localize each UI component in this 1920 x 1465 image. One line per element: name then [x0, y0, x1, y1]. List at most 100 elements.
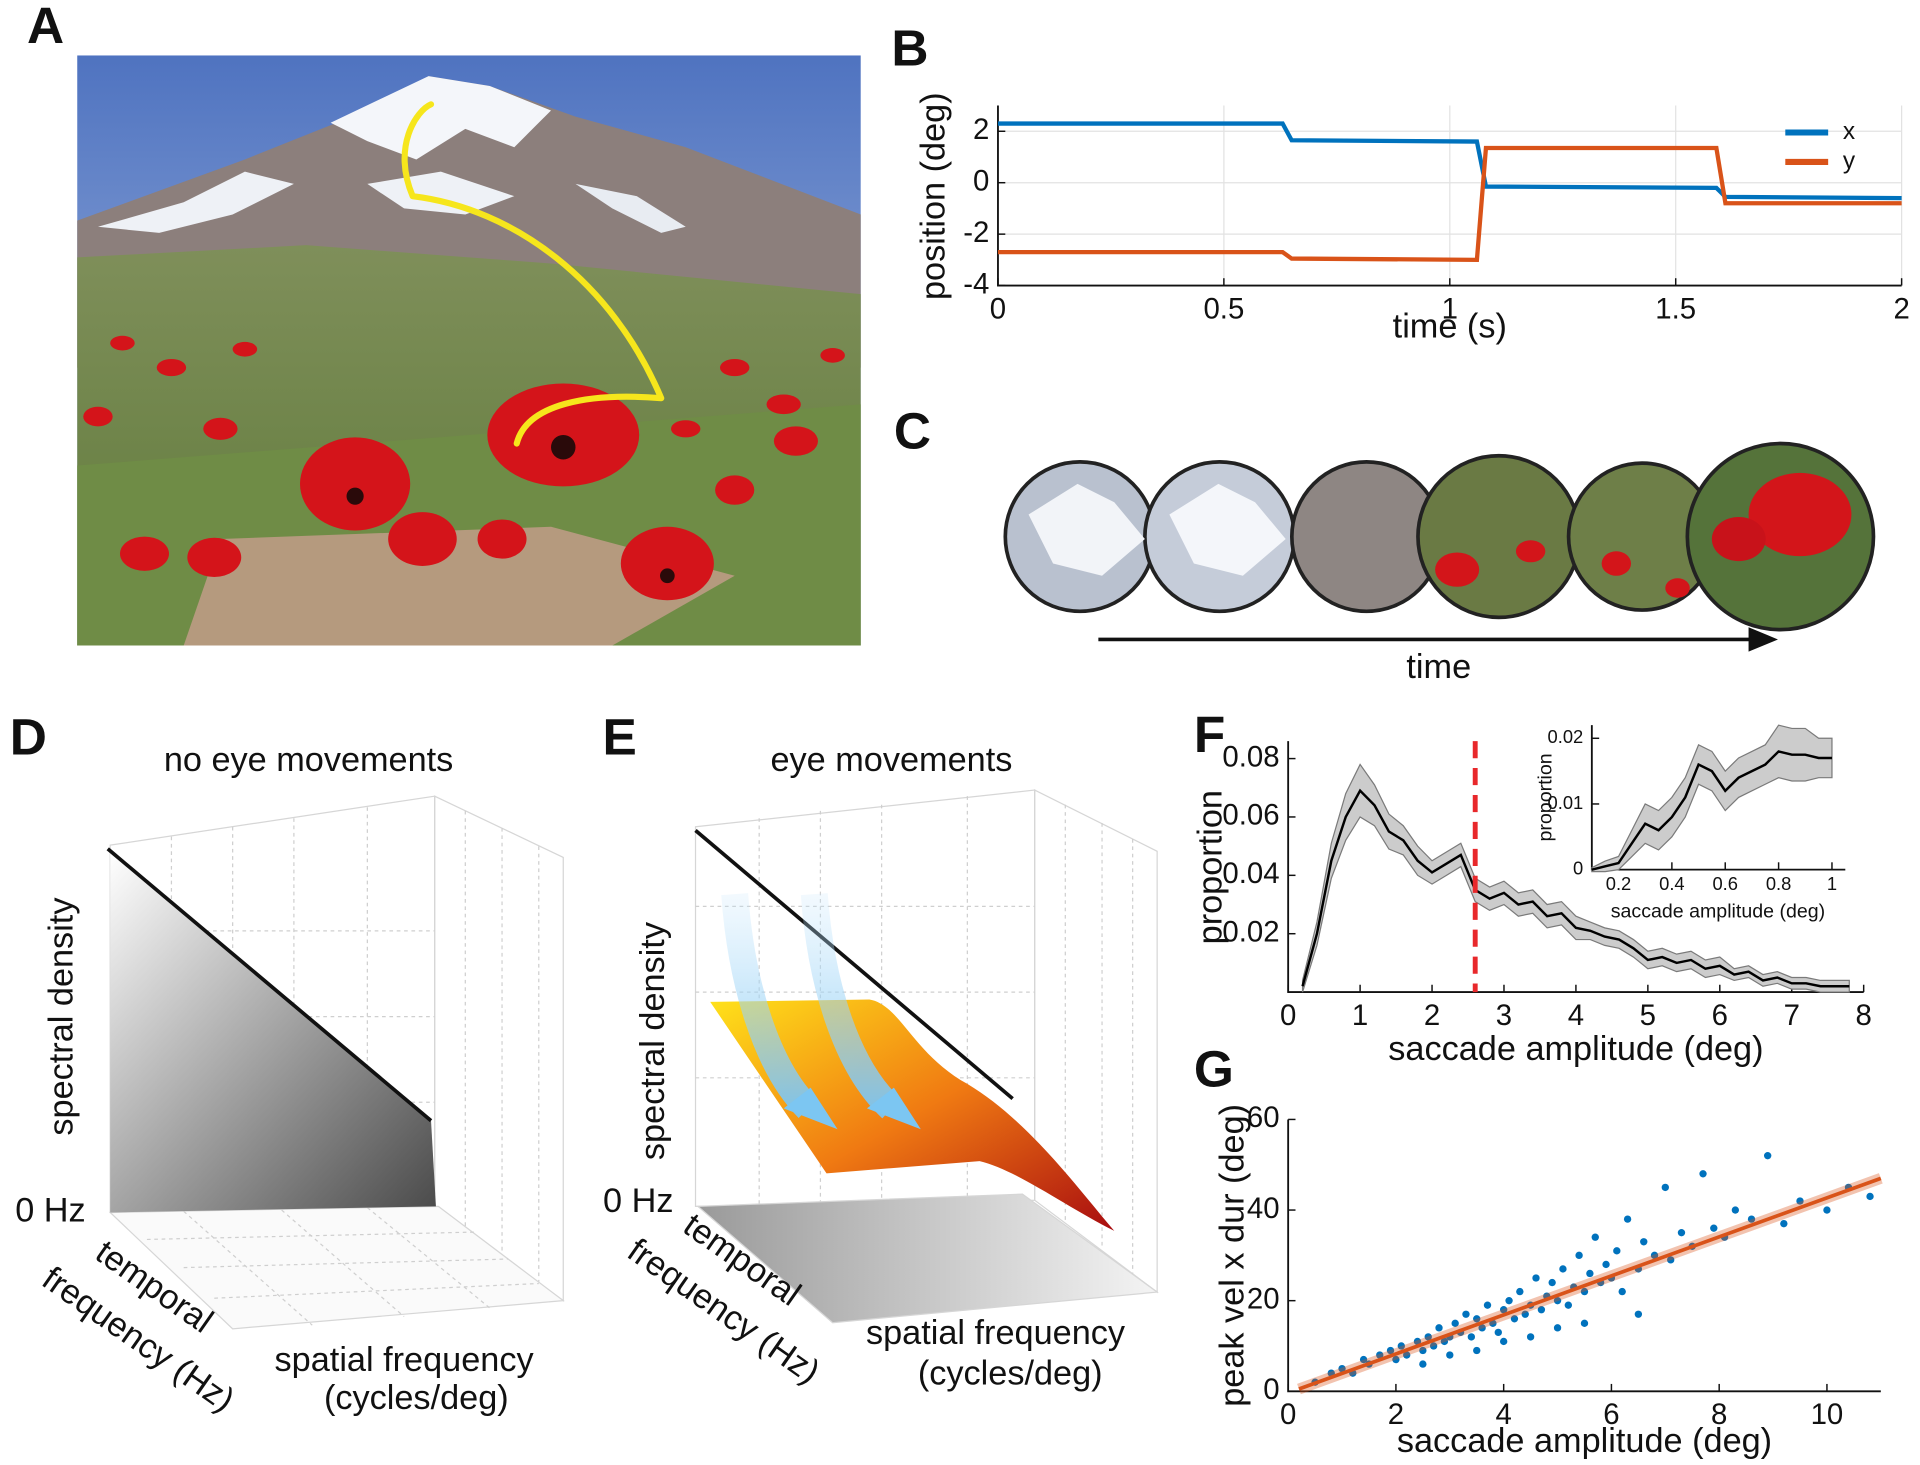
y-axis-label: proportion [1191, 790, 1229, 944]
panel-labels: A B C D E F G [10, 0, 1234, 1097]
z-label: spectral density [634, 921, 672, 1160]
point [1602, 1260, 1610, 1269]
point [1780, 1219, 1788, 1228]
point [1580, 1287, 1589, 1296]
point [1613, 1247, 1621, 1255]
y-tick-label: -4 [963, 267, 989, 300]
y-tick-label: 0.02 [1548, 726, 1584, 747]
point [1397, 1342, 1405, 1350]
point [1764, 1152, 1772, 1160]
point [1677, 1229, 1686, 1237]
point [1623, 1215, 1632, 1223]
time-label: time [1406, 648, 1471, 686]
y-tick-label: 40 [1247, 1192, 1280, 1225]
panel-label: F [1194, 705, 1225, 763]
y-tick-label: 0.01 [1548, 792, 1584, 813]
y-axis-label: proportion [1535, 753, 1557, 841]
point [1537, 1306, 1546, 1314]
point [1376, 1351, 1384, 1359]
x-axis-label: saccade amplitude (deg) [1611, 901, 1825, 923]
time-arrow [1098, 627, 1778, 652]
panel-label: C [894, 402, 931, 460]
origin-label: 0 Hz [603, 1182, 673, 1220]
point [1618, 1287, 1626, 1296]
point [1532, 1274, 1540, 1282]
point [1440, 1337, 1449, 1346]
x-tick-label: 1 [1352, 999, 1368, 1032]
x-tick-label: 1 [1827, 873, 1837, 894]
y-tick-label: 0.04 [1222, 857, 1279, 890]
spectrum-eye-movements [694, 789, 1159, 1324]
point [1403, 1351, 1411, 1359]
x-axis-label: time (s) [1393, 307, 1507, 345]
point [1419, 1360, 1427, 1368]
point [1591, 1233, 1599, 1241]
y-tick-label: 2 [973, 113, 989, 146]
point [1548, 1278, 1556, 1287]
point [1483, 1301, 1492, 1309]
point [1478, 1324, 1486, 1332]
y-tick-label: 60 [1247, 1101, 1280, 1134]
axis-line [1287, 741, 1864, 994]
patch-detail [1028, 472, 1852, 598]
point [1586, 1269, 1594, 1278]
chart: 0.2 0.4 0.6 0.8 1 0 0.01 0.02 saccade amplitude … [1535, 724, 1846, 923]
chart: 0 1 2 3 4 5 6 7 8 0.02 0.04 0.06 0.08 saccade amplitu… [1191, 740, 1872, 1068]
x-tick-label: 10 [1811, 1398, 1844, 1431]
point [1473, 1315, 1481, 1323]
x-tick-label: 2 [1893, 292, 1909, 325]
point [1823, 1206, 1831, 1214]
point [1413, 1337, 1422, 1346]
y-tick-label: 0 [973, 164, 989, 197]
x-label: (cycles/deg) [324, 1379, 509, 1417]
x-tick-label: 5 [1640, 999, 1656, 1032]
x-tick-label: 0 [1280, 999, 1296, 1032]
panel-label: B [891, 18, 928, 76]
x-tick-label: 0.8 [1766, 873, 1792, 894]
point [1462, 1310, 1470, 1318]
fit-line [1298, 1176, 1882, 1391]
x-tick-label: 0.6 [1712, 873, 1738, 894]
error-band [1591, 724, 1833, 873]
x-tick-label: 1 [1442, 292, 1458, 325]
point [1446, 1351, 1454, 1359]
x-tick-label: 6 [1712, 999, 1728, 1032]
panel-label: E [602, 708, 636, 766]
x-tick-label: 8 [1856, 999, 1872, 1032]
y-axis-label: position (deg) [915, 92, 953, 300]
legend-label: y [1843, 147, 1856, 174]
panel-label: G [1194, 1039, 1234, 1097]
x-label: spatial frequency [866, 1314, 1126, 1352]
point [1796, 1197, 1804, 1205]
point [1650, 1251, 1659, 1260]
x-axis-label: saccade amplitude (deg) [1388, 1030, 1763, 1068]
legend-label: x [1843, 118, 1855, 145]
point [1553, 1296, 1562, 1305]
point [1640, 1238, 1648, 1246]
y-tick-label: 0.02 [1222, 915, 1279, 948]
point [1731, 1206, 1740, 1214]
point [1866, 1192, 1874, 1201]
point [1526, 1333, 1535, 1341]
axis-line [1287, 1119, 1881, 1393]
point [1699, 1170, 1707, 1178]
axis-line [997, 105, 1902, 287]
point [1710, 1224, 1718, 1232]
line [997, 145, 1902, 263]
point [1634, 1310, 1643, 1318]
x-tick-label: 7 [1784, 999, 1800, 1032]
panel-label: D [10, 708, 47, 766]
point [1451, 1319, 1459, 1327]
point [1559, 1265, 1567, 1273]
point [1429, 1342, 1438, 1350]
y-tick-label: -2 [963, 216, 989, 249]
y-tick-label: 20 [1247, 1282, 1280, 1315]
error-band [1301, 763, 1850, 993]
photo [77, 55, 861, 646]
point [1516, 1287, 1524, 1296]
line [1591, 750, 1832, 871]
point [1747, 1215, 1756, 1223]
line [1301, 788, 1850, 988]
x-tick-label: 0 [1280, 1398, 1296, 1431]
